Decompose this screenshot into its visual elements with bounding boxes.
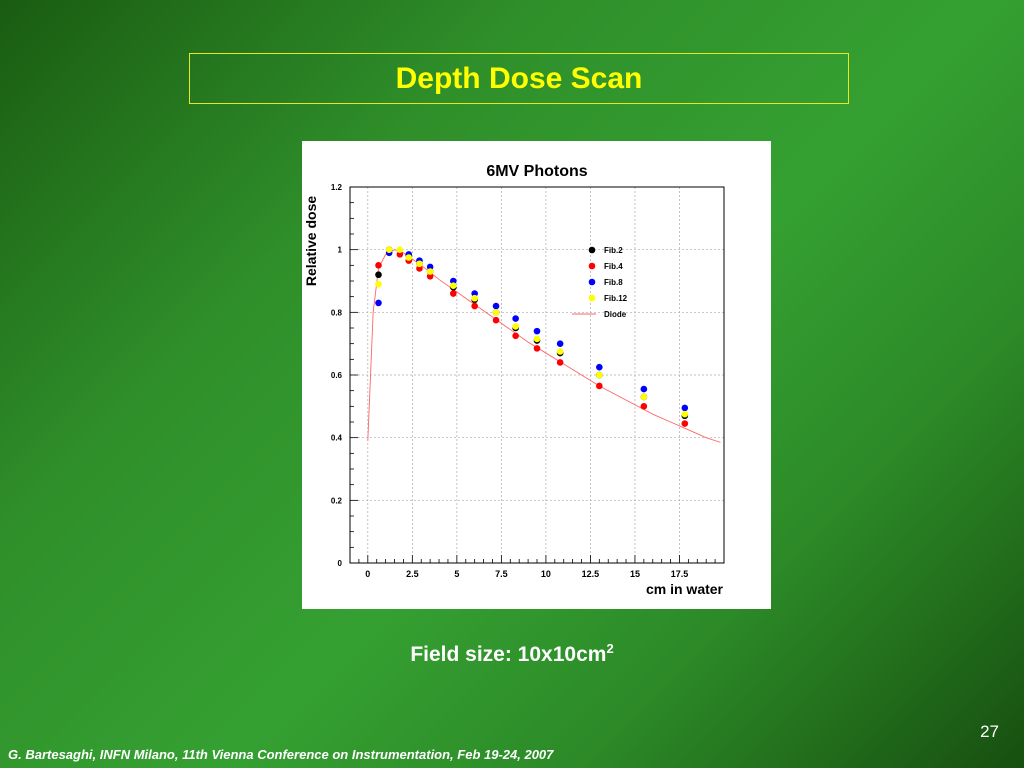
data-point-fib12 <box>640 393 648 401</box>
data-point-fib8 <box>556 340 564 347</box>
series-layer <box>367 246 721 443</box>
data-point-fib12 <box>681 410 689 418</box>
data-point-fib4 <box>556 359 564 366</box>
data-point-fib12 <box>416 260 423 268</box>
data-point-fib4 <box>396 251 404 258</box>
data-point-fib12 <box>449 282 457 289</box>
x-tick-label: 17.5 <box>671 569 689 579</box>
x-tick-label: 10 <box>541 569 551 579</box>
data-point-fib12 <box>471 294 478 302</box>
legend-swatch-fib12 <box>588 294 596 302</box>
legend-label-fib12: Fib.12 <box>604 294 628 303</box>
legend-swatch-fib4 <box>588 262 596 270</box>
data-point-fib8 <box>596 363 603 371</box>
y-tick-label: 0.6 <box>331 371 343 380</box>
data-point-fib4 <box>375 262 382 269</box>
x-tick-label: 0 <box>365 569 370 579</box>
data-point-fib4 <box>492 316 500 324</box>
data-point-fib8 <box>681 404 689 412</box>
series-line-diode <box>367 249 721 443</box>
axis-layer: 0 2.5 5 7.5 10 12.5 15 17.5 0 0.2 0.4 0.6 0.8 1 1.2 <box>331 183 725 579</box>
data-point-fib4 <box>512 332 519 340</box>
legend-label-fib4: Fib.4 <box>604 262 623 271</box>
caption-superscript: 2 <box>606 641 614 656</box>
data-point-fib8 <box>375 299 382 307</box>
data-point-fib12 <box>426 268 434 275</box>
x-tick-label: 5 <box>454 569 459 579</box>
y-tick-label: 0.4 <box>331 434 343 443</box>
data-point-fib4 <box>533 345 541 352</box>
data-point-fib4 <box>681 420 689 427</box>
data-point-fib12 <box>512 323 519 330</box>
data-point-fib12 <box>405 254 413 261</box>
legend-label-fib8: Fib.8 <box>604 278 623 287</box>
data-point-fib2 <box>375 271 382 279</box>
x-tick-label: 12.5 <box>582 569 600 579</box>
depth-dose-chart: 0 2.5 5 7.5 10 12.5 15 17.5 0 0.2 0.4 0.6 0.8 1 1.2 Fi… <box>302 141 771 609</box>
data-point-fib8 <box>512 315 519 322</box>
data-point-fib4 <box>449 290 457 297</box>
legend-swatch-fib2 <box>588 246 596 254</box>
data-point-fib4 <box>596 382 603 390</box>
y-tick-label: 0 <box>338 559 343 568</box>
y-tick-label: 1.2 <box>331 183 343 192</box>
chart-title: 6MV Photons <box>486 163 587 180</box>
legend: Fib.2 Fib.4 Fib.8 Fib.12 Diode <box>572 246 628 319</box>
x-axis-label: cm in water <box>646 581 724 597</box>
data-point-fib12 <box>492 309 500 316</box>
page-number: 27 <box>980 722 999 741</box>
legend-label-diode: Diode <box>604 310 627 319</box>
x-tick-label: 15 <box>630 569 640 579</box>
data-point-fib4 <box>426 273 434 280</box>
slide-title-box: Depth Dose Scan <box>189 53 849 104</box>
y-tick-label: 0.8 <box>331 308 343 317</box>
data-point-fib12 <box>375 280 382 288</box>
data-point-fib4 <box>471 302 478 310</box>
grid-layer <box>350 186 724 564</box>
slide-title: Depth Dose Scan <box>395 61 643 95</box>
x-tick-label: 2.5 <box>406 569 419 579</box>
data-point-fib8 <box>471 290 478 297</box>
legend-swatch-fib8 <box>588 278 596 286</box>
data-point-fib8 <box>640 385 648 393</box>
data-point-fib8 <box>426 263 434 271</box>
field-size-caption: Field size: 10x10cm2 <box>0 641 1024 667</box>
data-point-fib12 <box>396 246 404 253</box>
data-point-fib8 <box>492 302 500 310</box>
data-point-fib12 <box>533 335 541 343</box>
data-point-fib8 <box>533 327 541 335</box>
data-point-fib12 <box>556 348 564 355</box>
data-point-fib12 <box>385 246 393 253</box>
footer-citation: G. Bartesaghi, INFN Milano, 11th Vienna … <box>8 747 554 762</box>
caption-text: Field size: 10x10cm <box>410 643 607 666</box>
y-axis-label: Relative dose <box>303 196 319 286</box>
data-point-fib4 <box>640 403 648 410</box>
data-point-fib8 <box>449 277 457 285</box>
data-point-fib12 <box>596 371 603 379</box>
x-tick-label: 7.5 <box>495 569 508 579</box>
y-tick-label: 0.2 <box>331 496 343 505</box>
data-point-fib4 <box>416 265 423 272</box>
legend-label-fib2: Fib.2 <box>604 246 623 255</box>
y-tick-label: 1 <box>338 246 343 255</box>
chart-svg: 0 2.5 5 7.5 10 12.5 15 17.5 0 0.2 0.4 0.6 0.8 1 1.2 Fi… <box>303 163 725 597</box>
